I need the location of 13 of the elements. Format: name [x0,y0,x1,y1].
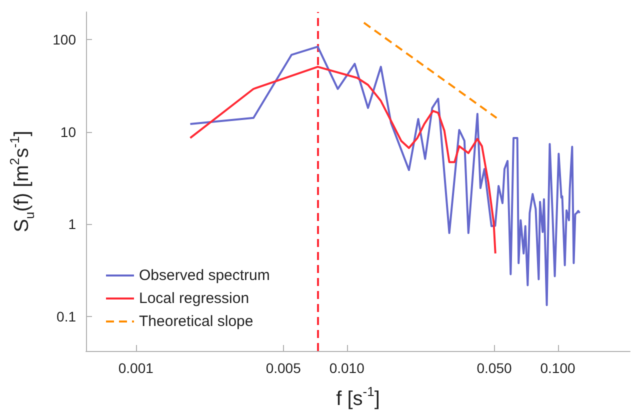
x-tick-label: 0.001 [118,360,154,376]
legend-label: Theoretical slope [139,313,254,330]
legend-label: Observed spectrum [139,267,270,284]
x-tick-label: 0.050 [476,360,512,376]
y-tick-label: 10 [60,124,76,140]
y-tick-label: 1 [68,216,76,232]
x-tick-label: 0.005 [266,360,302,376]
y-tick-label: 100 [52,32,76,48]
y-tick-label: 0.1 [56,308,76,324]
y-axis-title: Su(f) [m2s-1] [7,130,37,232]
x-tick-label: 0.100 [540,360,576,376]
legend-label: Local regression [139,290,250,307]
x-tick-label: 0.010 [329,360,365,376]
